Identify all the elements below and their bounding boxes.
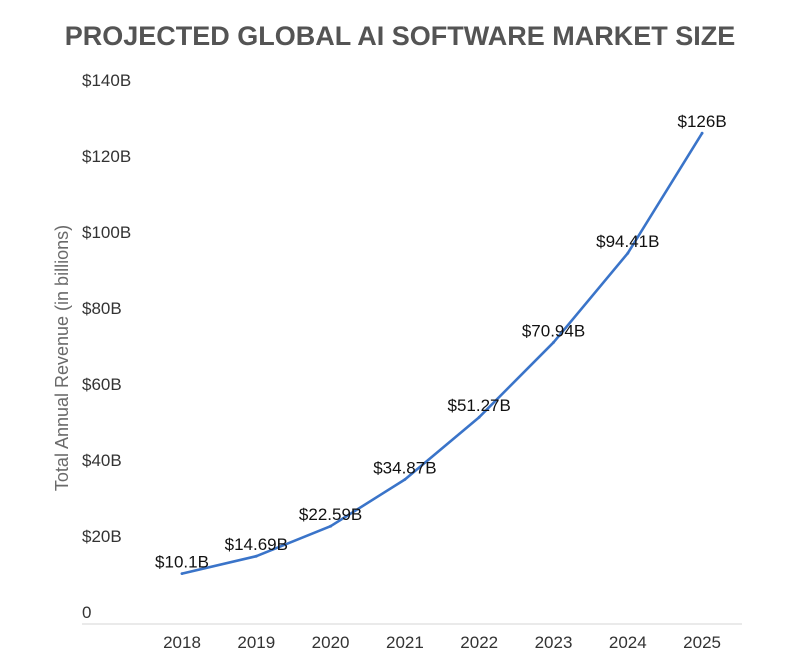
data-label: $126B bbox=[678, 112, 727, 131]
data-point bbox=[403, 478, 407, 481]
x-tick-label: 2020 bbox=[312, 633, 350, 652]
x-axis-ticks: 2018 2019 2020 2021 2022 2023 2024 2025 bbox=[163, 633, 721, 652]
data-point bbox=[552, 341, 555, 344]
y-tick-label: $40B bbox=[82, 451, 122, 470]
data-point bbox=[700, 131, 704, 135]
data-label: $94.41B bbox=[596, 232, 659, 251]
data-point bbox=[477, 415, 481, 419]
data-label: $22.59B bbox=[299, 505, 362, 524]
data-labels: $10.1B $14.69B $22.59B $34.87B $51.27B $70.94… bbox=[155, 112, 727, 571]
data-label: $51.27B bbox=[448, 396, 511, 415]
y-tick-label: $140B bbox=[82, 71, 131, 90]
series-group bbox=[180, 131, 704, 575]
y-tick-label: $80B bbox=[82, 299, 122, 318]
series-line bbox=[180, 131, 704, 575]
data-point bbox=[329, 524, 332, 528]
data-point bbox=[180, 572, 184, 575]
x-tick-label: 2018 bbox=[163, 633, 201, 652]
data-point bbox=[626, 251, 630, 255]
data-label: $70.94B bbox=[522, 321, 585, 340]
chart-title: PROJECTED GLOBAL AI SOFTWARE MARKET SIZE bbox=[65, 21, 736, 51]
y-axis-label: Total Annual Revenue (in billions) bbox=[52, 225, 72, 491]
x-tick-label: 2024 bbox=[609, 633, 647, 652]
y-tick-label: 0 bbox=[82, 603, 91, 622]
data-label: $10.1B bbox=[155, 553, 209, 572]
x-tick-label: 2025 bbox=[683, 633, 721, 652]
y-tick-label: $20B bbox=[82, 527, 122, 546]
y-tick-label: $120B bbox=[82, 147, 131, 166]
y-tick-label: $60B bbox=[82, 375, 122, 394]
y-tick-label: $100B bbox=[82, 223, 131, 242]
x-tick-label: 2021 bbox=[386, 633, 424, 652]
y-axis-ticks: 0 $20B $40B $60B $80B $100B $120B $140B bbox=[82, 71, 131, 622]
data-label: $34.87B bbox=[373, 459, 436, 478]
data-label: $14.69B bbox=[225, 535, 288, 554]
data-point bbox=[254, 554, 258, 558]
x-tick-label: 2023 bbox=[535, 633, 573, 652]
x-tick-label: 2019 bbox=[237, 633, 275, 652]
x-tick-label: 2022 bbox=[460, 633, 498, 652]
